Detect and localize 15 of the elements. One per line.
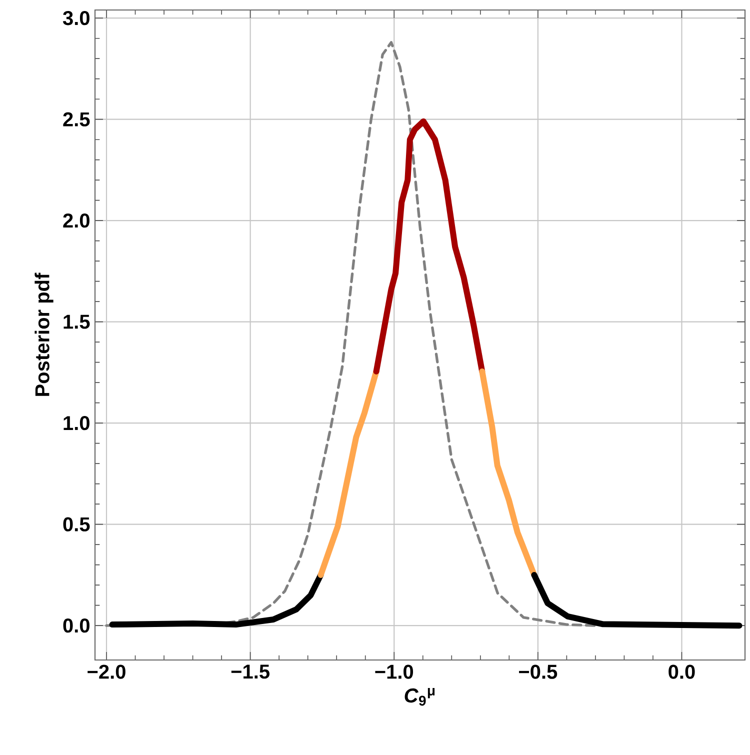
y-tick-label: 2.0 [63,214,90,228]
x-tick-label: 0.0 [668,664,695,679]
y-tick-label: 3.0 [62,10,90,26]
y-axis-title: Posterior pdf [34,272,54,396]
y-tick-label: 1.0 [64,416,90,430]
y-tick-label: 1.5 [64,314,90,329]
x-tick-label: −1.5 [231,664,270,679]
x-tick-label: −0.5 [519,664,558,679]
line-series [105,41,597,627]
y-tick-label: 0.5 [63,517,90,532]
x-tick-label: −1.0 [375,664,414,679]
y-tick-label: 0.0 [63,618,90,633]
x-axis-title: C$_{9}$μ [404,688,435,706]
y-tick-label: 2.5 [63,112,90,126]
x-tick-label: −2.0 [88,664,126,679]
